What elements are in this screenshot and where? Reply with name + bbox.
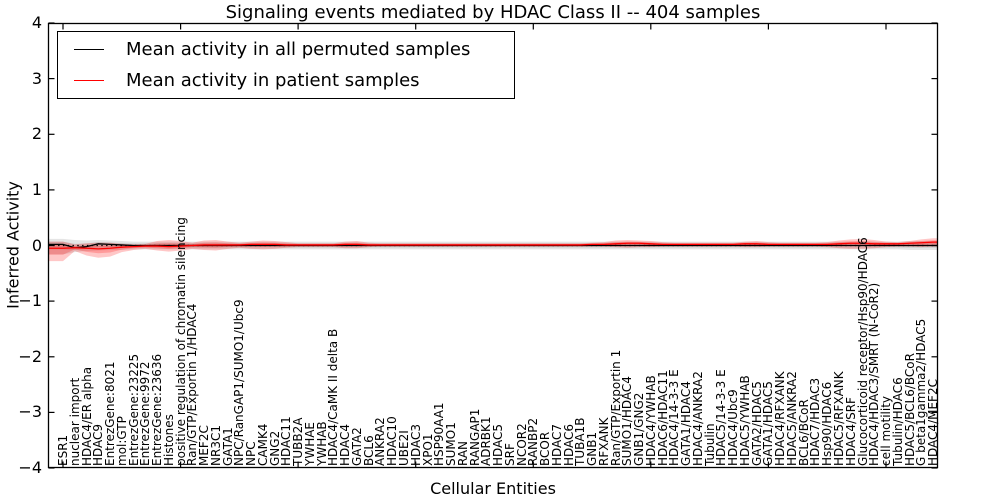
x-tick-label: HDAC3: [408, 423, 423, 466]
x-axis-title: Cellular Entities: [430, 479, 556, 498]
x-tick-label: HDAC4/MEF2C: [926, 379, 940, 466]
y-tick-label: 0: [31, 235, 42, 255]
y-tick-label: 4: [31, 13, 42, 32]
red-line-sample-icon: [74, 79, 104, 81]
x-tick-label: Tubulin/HDAC6: [890, 377, 905, 466]
x-tick-label: RAN: [455, 440, 470, 466]
x-tick-label: HDAC4/SRF: [843, 397, 858, 466]
x-tick-label: NR3C1: [208, 425, 223, 466]
y-tick-label: 2: [31, 124, 42, 144]
x-tick-label: SRF: [502, 443, 517, 466]
legend-item-label: Mean activity in all permuted samples: [126, 39, 471, 61]
x-tick-label: Histones: [161, 414, 176, 466]
x-tick-label: mol:GTP: [114, 416, 129, 466]
y-tick-label: −3: [18, 402, 42, 422]
x-tick-label: nuclear import: [67, 377, 82, 466]
y-tick-label: −4: [18, 458, 42, 477]
legend-item: Mean activity in all permuted samples: [58, 35, 514, 65]
y-tick-label: −2: [18, 346, 42, 366]
legend-item: Mean activity in patient samples: [58, 65, 514, 95]
black-line-sample-icon: [74, 49, 104, 51]
legend: Mean activity in all permuted samples Me…: [57, 31, 515, 99]
y-axis-title: Inferred Activity: [3, 181, 23, 309]
chart-title: Signaling events mediated by HDAC Class …: [225, 2, 761, 23]
x-tick-label: RFXANK: [596, 417, 611, 466]
y-tick-label: 3: [31, 68, 42, 88]
x-tick-label: HDAC7: [549, 423, 564, 466]
legend-item-label: Mean activity in patient samples: [126, 69, 420, 91]
x-tick-label: HDAC4/YWHAB: [643, 375, 658, 466]
y-tick-label: −1: [18, 291, 42, 311]
y-tick-label: 1: [31, 179, 42, 199]
